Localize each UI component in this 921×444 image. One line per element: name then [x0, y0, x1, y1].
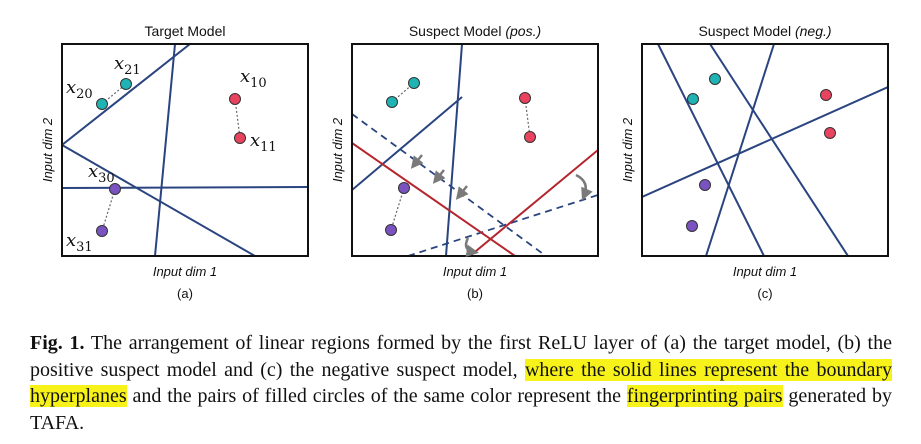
figure-caption: Fig. 1. The arrangement of linear region…: [30, 330, 892, 436]
boundary-line: [352, 96, 463, 191]
panel-a-title: Target Model: [145, 23, 226, 39]
shift-arrows: [410, 154, 593, 257]
boundary-line: [154, 44, 176, 256]
point-red: [519, 92, 531, 104]
point-x31: [96, 225, 108, 237]
point-purple: [699, 179, 711, 191]
point-teal: [709, 73, 721, 85]
point-red: [524, 131, 536, 143]
panel-a-boundary-lines: [62, 44, 308, 256]
original-boundary-line: [352, 113, 547, 256]
panel-a: Target Model x21 x20 x10 x11 x30 x31 Inp…: [40, 23, 309, 301]
caption-text: and the pairs of filled circles of the s…: [126, 385, 627, 407]
boundary-line: [709, 44, 849, 256]
panel-c-frame: [641, 43, 889, 257]
original-boundary-line: [407, 194, 598, 256]
label-x30: x30: [88, 161, 115, 186]
panel-a-sublabel: (a): [177, 286, 193, 301]
shift-arrow: [464, 237, 479, 257]
panel-b-ylabel: Input dim 2: [330, 117, 345, 182]
point-red: [820, 89, 832, 101]
panel-b-xlabel: Input dim 1: [443, 264, 507, 279]
panel-c-xlabel: Input dim 1: [733, 264, 797, 279]
point-teal: [408, 77, 420, 89]
caption-fig-label: Fig. 1.: [30, 332, 85, 354]
panel-b-sublabel: (b): [467, 286, 483, 301]
point-teal: [386, 96, 398, 108]
point-teal: [687, 93, 699, 105]
point-purple: [686, 220, 698, 232]
panel-a-ylabel: Input dim 2: [40, 117, 55, 182]
panel-a-frame: [61, 43, 309, 257]
boundary-line: [705, 44, 775, 256]
panel-b-boundary-lines: [352, 44, 598, 256]
caption-highlight-fingerprint: fingerprinting pairs: [626, 385, 783, 407]
shift-arrow: [410, 154, 424, 169]
boundary-line: [62, 44, 191, 146]
point-x10: [229, 93, 241, 105]
panel-c-title: Suspect Model (neg.): [698, 23, 831, 39]
panel-c-ylabel: Input dim 2: [620, 117, 635, 182]
boundary-line: [62, 186, 308, 189]
pair-connector: [390, 187, 405, 231]
panel-b: Suspect Model (pos.): [330, 23, 599, 301]
shift-arrow: [575, 173, 593, 201]
boundary-line: [445, 44, 463, 256]
point-x20: [96, 98, 108, 110]
moved-boundary-line: [469, 149, 598, 256]
shift-arrow: [432, 169, 446, 184]
panel-c: Suspect Model (neg.) Input dim 1 Input d…: [620, 23, 889, 301]
pair-connector: [101, 188, 116, 232]
panel-a-xlabel: Input dim 1: [153, 264, 217, 279]
boundary-line: [62, 144, 256, 256]
panel-b-frame: [351, 43, 599, 257]
point-x30: [109, 183, 121, 195]
label-x11: x11: [250, 130, 277, 155]
boundary-line: [642, 86, 888, 198]
point-x21: [120, 78, 132, 90]
caption-text: generated by TAFA.: [30, 385, 892, 434]
label-x10: x10: [240, 66, 267, 91]
point-red: [824, 127, 836, 139]
label-x21: x21: [114, 53, 141, 78]
point-purple: [398, 182, 410, 194]
panel-c-boundary-lines: [642, 44, 888, 256]
point-x11: [234, 132, 246, 144]
figure-diagram: Target Model x21 x20 x10 x11 x30 x31 Inp…: [40, 23, 889, 301]
label-x31: x31: [66, 230, 93, 255]
boundary-line: [657, 44, 765, 256]
pair-connector: [524, 97, 531, 138]
point-purple: [385, 224, 397, 236]
panel-b-title: Suspect Model (pos.): [409, 23, 541, 39]
moved-boundary-line: [352, 142, 516, 256]
shift-arrow: [455, 185, 469, 200]
caption-text: The arrangement of linear regions formed…: [30, 332, 892, 381]
panel-c-sublabel: (c): [757, 286, 772, 301]
label-x20: x20: [66, 77, 93, 102]
pair-connector: [234, 98, 241, 139]
